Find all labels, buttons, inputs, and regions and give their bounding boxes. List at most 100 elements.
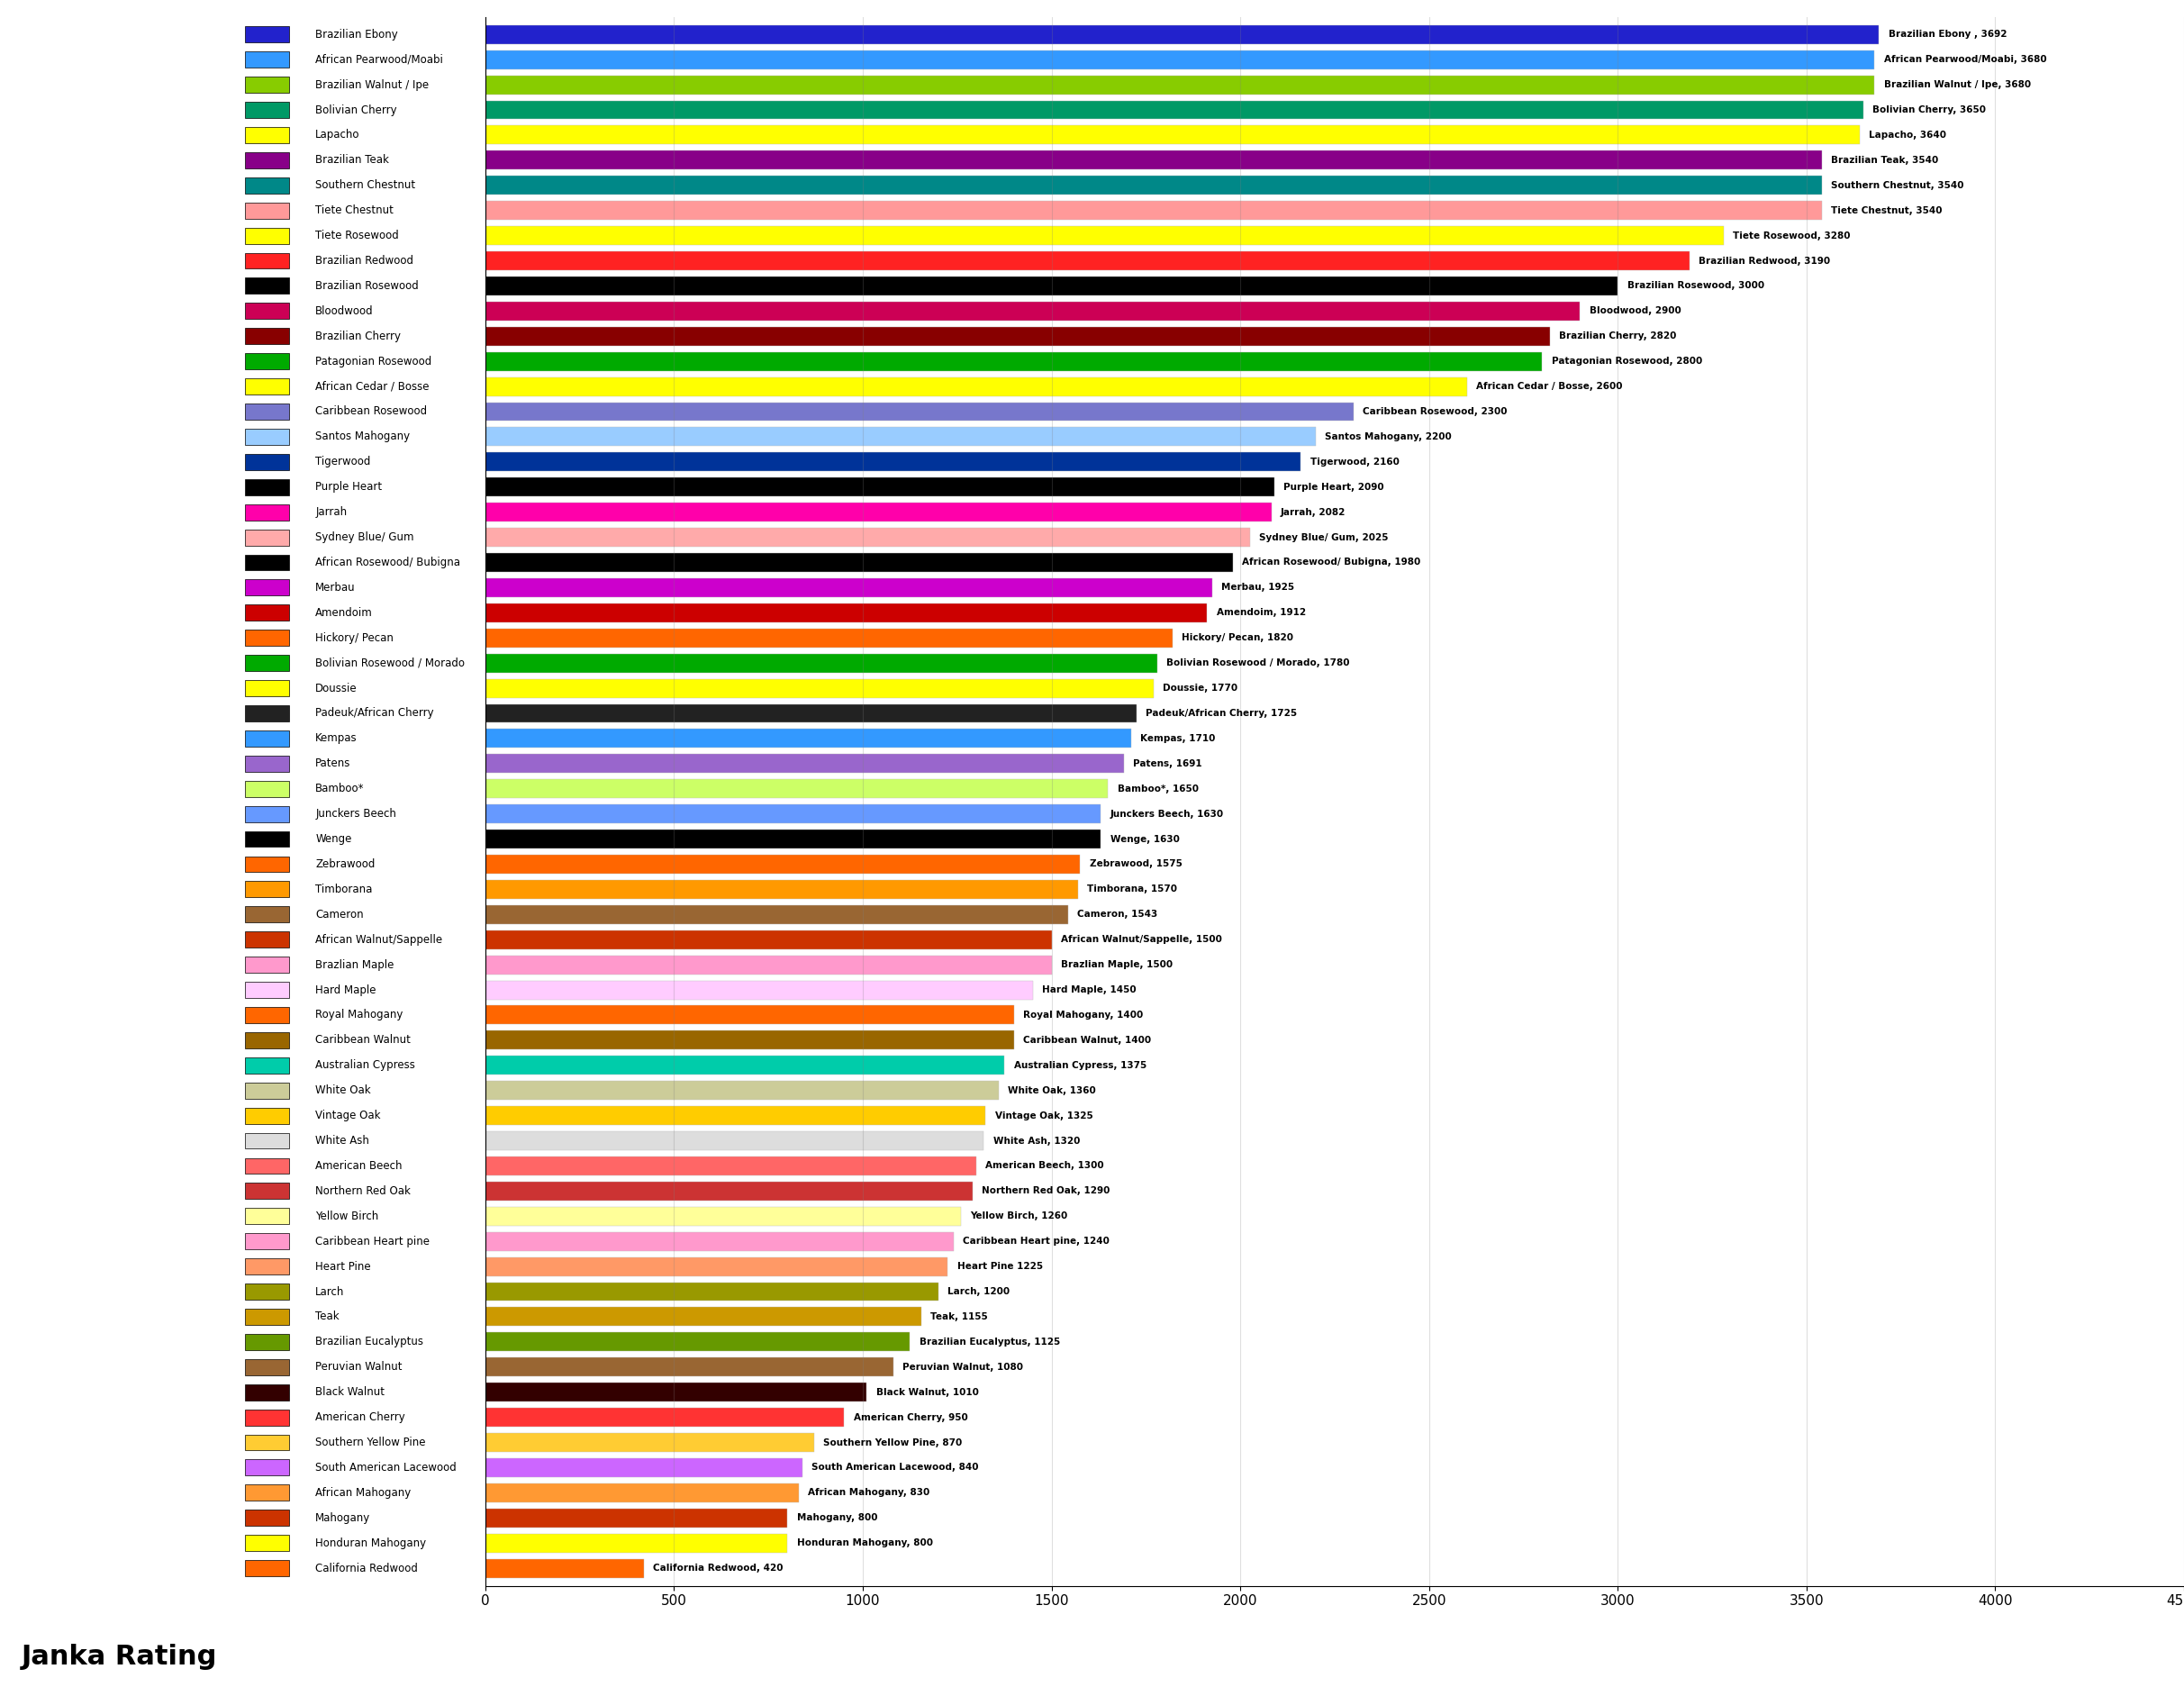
FancyBboxPatch shape xyxy=(245,454,288,471)
Bar xyxy=(485,1107,985,1125)
Text: Merbau, 1925: Merbau, 1925 xyxy=(1221,584,1295,592)
Bar xyxy=(485,1559,644,1577)
Text: Tiete Chestnut: Tiete Chestnut xyxy=(314,204,393,216)
Bar xyxy=(485,1056,1005,1075)
Text: Larch, 1200: Larch, 1200 xyxy=(948,1287,1009,1296)
Text: Amendoim, 1912: Amendoim, 1912 xyxy=(1216,609,1306,617)
FancyBboxPatch shape xyxy=(245,504,288,520)
FancyBboxPatch shape xyxy=(245,957,288,973)
FancyBboxPatch shape xyxy=(245,629,288,646)
Text: Caribbean Walnut, 1400: Caribbean Walnut, 1400 xyxy=(1024,1036,1151,1044)
Text: Bolivian Cherry: Bolivian Cherry xyxy=(314,105,397,116)
FancyBboxPatch shape xyxy=(245,127,288,143)
FancyBboxPatch shape xyxy=(245,1510,288,1527)
FancyBboxPatch shape xyxy=(245,881,288,897)
Bar xyxy=(485,101,1863,120)
Text: Cameron, 1543: Cameron, 1543 xyxy=(1077,909,1158,919)
Bar xyxy=(485,302,1579,321)
Text: Amendoim: Amendoim xyxy=(314,607,373,619)
Text: Bamboo*: Bamboo* xyxy=(314,783,365,795)
Text: Brazilian Redwood, 3190: Brazilian Redwood, 3190 xyxy=(1699,256,1830,265)
Text: Lapacho, 3640: Lapacho, 3640 xyxy=(1870,130,1946,140)
Text: Patens, 1691: Patens, 1691 xyxy=(1133,759,1201,768)
Text: Brazilian Cherry: Brazilian Cherry xyxy=(314,331,402,342)
Text: Caribbean Walnut: Caribbean Walnut xyxy=(314,1034,411,1046)
FancyBboxPatch shape xyxy=(245,1485,288,1501)
FancyBboxPatch shape xyxy=(245,27,288,42)
Text: African Mahogany: African Mahogany xyxy=(314,1486,411,1498)
Bar xyxy=(485,452,1302,471)
Text: Southern Yellow Pine, 870: Southern Yellow Pine, 870 xyxy=(823,1437,963,1447)
FancyBboxPatch shape xyxy=(245,1032,288,1048)
Text: Hickory/ Pecan, 1820: Hickory/ Pecan, 1820 xyxy=(1182,633,1293,643)
Bar xyxy=(485,930,1051,950)
Text: Doussie, 1770: Doussie, 1770 xyxy=(1162,683,1238,693)
Bar xyxy=(485,1333,911,1351)
Text: African Mahogany, 830: African Mahogany, 830 xyxy=(808,1488,930,1498)
Text: Honduran Mahogany, 800: Honduran Mahogany, 800 xyxy=(797,1539,933,1547)
Text: White Oak: White Oak xyxy=(314,1085,371,1097)
Text: California Redwood: California Redwood xyxy=(314,1562,417,1574)
Text: Wenge: Wenge xyxy=(314,833,352,845)
Text: Heart Pine 1225: Heart Pine 1225 xyxy=(957,1262,1042,1270)
FancyBboxPatch shape xyxy=(245,1132,288,1149)
Bar xyxy=(485,1383,867,1402)
FancyBboxPatch shape xyxy=(245,1334,288,1350)
Bar xyxy=(485,427,1315,445)
Text: Hickory/ Pecan: Hickory/ Pecan xyxy=(314,633,393,644)
FancyBboxPatch shape xyxy=(245,730,288,747)
Bar xyxy=(485,754,1123,773)
Text: Australian Cypress: Australian Cypress xyxy=(314,1059,415,1071)
Text: Honduran Mahogany: Honduran Mahogany xyxy=(314,1537,426,1549)
Text: Southern Yellow Pine: Southern Yellow Pine xyxy=(314,1437,426,1449)
Text: Tiete Rosewood: Tiete Rosewood xyxy=(314,229,400,241)
Bar xyxy=(485,1206,961,1226)
Text: Black Walnut, 1010: Black Walnut, 1010 xyxy=(876,1388,978,1397)
FancyBboxPatch shape xyxy=(245,604,288,621)
Text: Larch: Larch xyxy=(314,1285,345,1297)
Text: Patagonian Rosewood, 2800: Patagonian Rosewood, 2800 xyxy=(1551,358,1701,366)
Bar xyxy=(485,653,1158,673)
FancyBboxPatch shape xyxy=(245,152,288,169)
Text: African Pearwood/Moabi: African Pearwood/Moabi xyxy=(314,54,443,66)
FancyBboxPatch shape xyxy=(245,1560,288,1576)
Bar xyxy=(485,226,1723,245)
FancyBboxPatch shape xyxy=(245,855,288,872)
Text: Brazilian Eucalyptus: Brazilian Eucalyptus xyxy=(314,1336,424,1348)
Text: American Beech: American Beech xyxy=(314,1161,402,1172)
FancyBboxPatch shape xyxy=(245,1535,288,1550)
Text: Brazilian Rosewood: Brazilian Rosewood xyxy=(314,280,419,292)
FancyBboxPatch shape xyxy=(245,428,288,445)
Text: Royal Mahogany, 1400: Royal Mahogany, 1400 xyxy=(1024,1011,1142,1019)
Text: White Ash, 1320: White Ash, 1320 xyxy=(994,1137,1079,1145)
Text: Bolivian Cherry, 3650: Bolivian Cherry, 3650 xyxy=(1872,105,1985,115)
FancyBboxPatch shape xyxy=(245,781,288,796)
Bar xyxy=(485,277,1618,295)
FancyBboxPatch shape xyxy=(245,177,288,194)
Bar xyxy=(485,881,1079,899)
Text: Brazilian Rosewood, 3000: Brazilian Rosewood, 3000 xyxy=(1627,282,1765,290)
Text: Wenge, 1630: Wenge, 1630 xyxy=(1109,835,1179,844)
Text: African Rosewood/ Bubigna: African Rosewood/ Bubigna xyxy=(314,557,461,569)
FancyBboxPatch shape xyxy=(245,580,288,596)
FancyBboxPatch shape xyxy=(245,329,288,344)
Text: Brazilian Walnut / Ipe: Brazilian Walnut / Ipe xyxy=(314,79,428,91)
Bar xyxy=(485,1483,799,1501)
Bar xyxy=(485,855,1079,874)
Text: South American Lacewood, 840: South American Lacewood, 840 xyxy=(812,1463,978,1473)
Text: Jarrah, 2082: Jarrah, 2082 xyxy=(1280,508,1345,516)
FancyBboxPatch shape xyxy=(245,1007,288,1022)
FancyBboxPatch shape xyxy=(245,705,288,722)
Bar xyxy=(485,1181,972,1201)
Text: Caribbean Heart pine: Caribbean Heart pine xyxy=(314,1235,430,1247)
FancyBboxPatch shape xyxy=(245,756,288,771)
Text: Mahogany: Mahogany xyxy=(314,1512,371,1523)
FancyBboxPatch shape xyxy=(245,228,288,243)
Text: Black Walnut: Black Walnut xyxy=(314,1387,384,1399)
Bar xyxy=(485,955,1051,973)
Text: Mahogany, 800: Mahogany, 800 xyxy=(797,1513,878,1522)
Text: Tiete Chestnut, 3540: Tiete Chestnut, 3540 xyxy=(1830,206,1942,214)
FancyBboxPatch shape xyxy=(245,1157,288,1174)
Bar xyxy=(485,1005,1013,1024)
Bar xyxy=(485,980,1033,999)
